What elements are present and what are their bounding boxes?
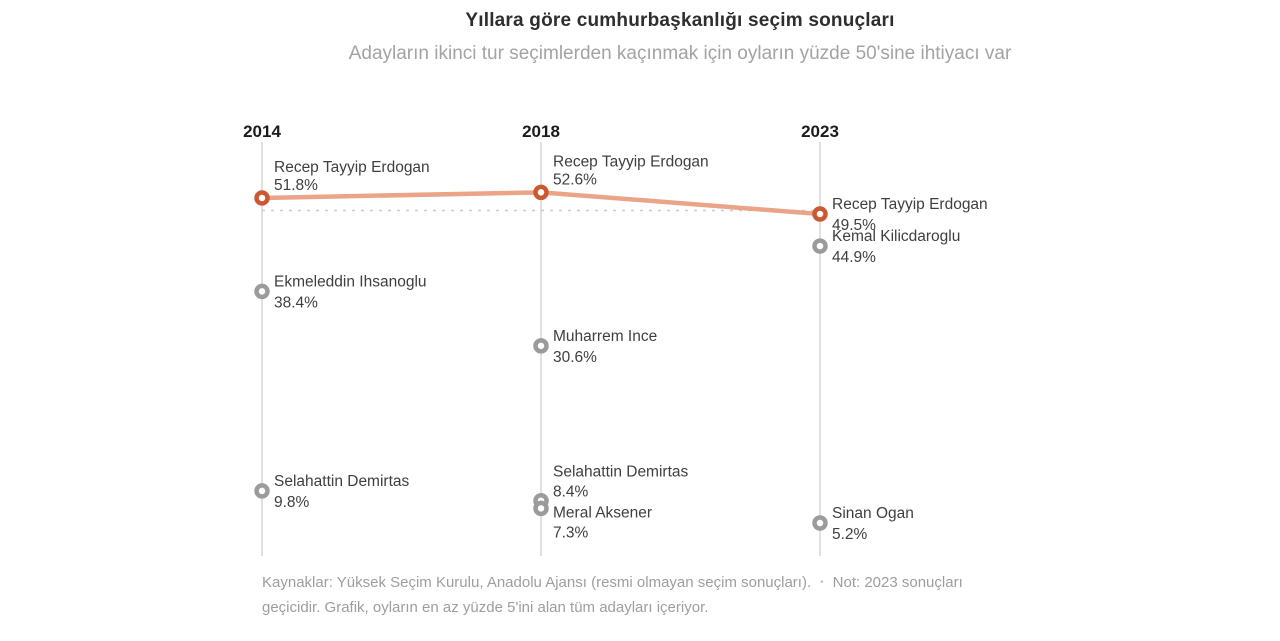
label-name-2023-kemal-kilicdaroglu: Kemal Kilicdaroglu xyxy=(832,228,960,245)
label-name-2014-recep-tayyip-erdogan: Recep Tayyip Erdogan xyxy=(274,159,430,176)
source-text: Kaynaklar: Yüksek Seçim Kurulu, Anadolu … xyxy=(262,574,812,591)
year-label-2018: 2018 xyxy=(522,122,560,141)
point-2018-muharrem-ince xyxy=(533,338,549,354)
point-2014-ekmeleddin-ihsanoglu xyxy=(254,283,270,300)
point-2018-meral-aksener xyxy=(533,500,549,517)
label-pct-2014-ekmeleddin-ihsanoglu: 38.4% xyxy=(274,294,318,311)
label-pct-2014-selahattin-demirtas: 9.8% xyxy=(274,494,310,511)
label-name-2014-selahattin-demirtas: Selahattin Demirtas xyxy=(274,473,410,490)
label-pct-2014-recep-tayyip-erdogan: 51.8% xyxy=(274,177,318,194)
page-subtitle: Adayların ikinci tur seçimlerden kaçınma… xyxy=(348,43,1012,64)
label-pct-2018-selahattin-demirtas: 8.4% xyxy=(553,484,589,501)
point-2023-recep-tayyip-erdogan xyxy=(812,206,828,222)
label-name-2023-sinan-ogan: Sinan Ogan xyxy=(832,505,914,522)
page-title: Yıllara göre cumhurbaşkanlığı seçim sonu… xyxy=(465,10,895,31)
footnote: Kaynaklar: Yüksek Seçim Kurulu, Anadolu … xyxy=(262,570,1092,620)
label-name-2018-muharrem-ince: Muharrem Ince xyxy=(553,328,657,345)
point-2018-recep-tayyip-erdogan xyxy=(533,184,549,201)
label-pct-2018-meral-aksener: 7.3% xyxy=(553,524,589,541)
note-text-start: Not: 2023 sonuçları xyxy=(832,574,963,591)
note-text-end: geçicidir. Grafik, oyların en az yüzde 5… xyxy=(262,599,709,616)
footnote-line-1: Kaynaklar: Yüksek Seçim Kurulu, Anadolu … xyxy=(262,570,1092,595)
point-2023-kemal-kilicdaroglu xyxy=(812,238,828,254)
point-2023-sinan-ogan xyxy=(812,515,828,531)
point-2014-recep-tayyip-erdogan xyxy=(254,190,270,206)
label-pct-2023-recep-tayyip-erdogan: 49.5% xyxy=(832,217,876,234)
label-name-2014-ekmeleddin-ihsanoglu: Ekmeleddin Ihsanoglu xyxy=(274,273,427,290)
label-pct-2018-recep-tayyip-erdogan: 52.6% xyxy=(553,171,597,188)
point-2014-selahattin-demirtas xyxy=(254,483,270,499)
label-pct-2018-muharrem-ince: 30.6% xyxy=(553,349,597,366)
label-pct-2023-sinan-ogan: 5.2% xyxy=(832,526,868,543)
label-name-2018-selahattin-demirtas: Selahattin Demirtas xyxy=(553,464,689,481)
year-label-2023: 2023 xyxy=(801,122,839,141)
label-name-2018-meral-aksener: Meral Aksener xyxy=(553,504,652,521)
label-name-2023-recep-tayyip-erdogan: Recep Tayyip Erdogan xyxy=(832,196,988,213)
label-name-2018-recep-tayyip-erdogan: Recep Tayyip Erdogan xyxy=(553,153,709,170)
label-pct-2023-kemal-kilicdaroglu: 44.9% xyxy=(832,249,876,266)
chart-header: Yıllara göre cumhurbaşkanlığı seçim sonu… xyxy=(80,10,1280,65)
separator-dot-icon: • xyxy=(820,577,824,588)
year-label-2014: 2014 xyxy=(243,122,281,141)
